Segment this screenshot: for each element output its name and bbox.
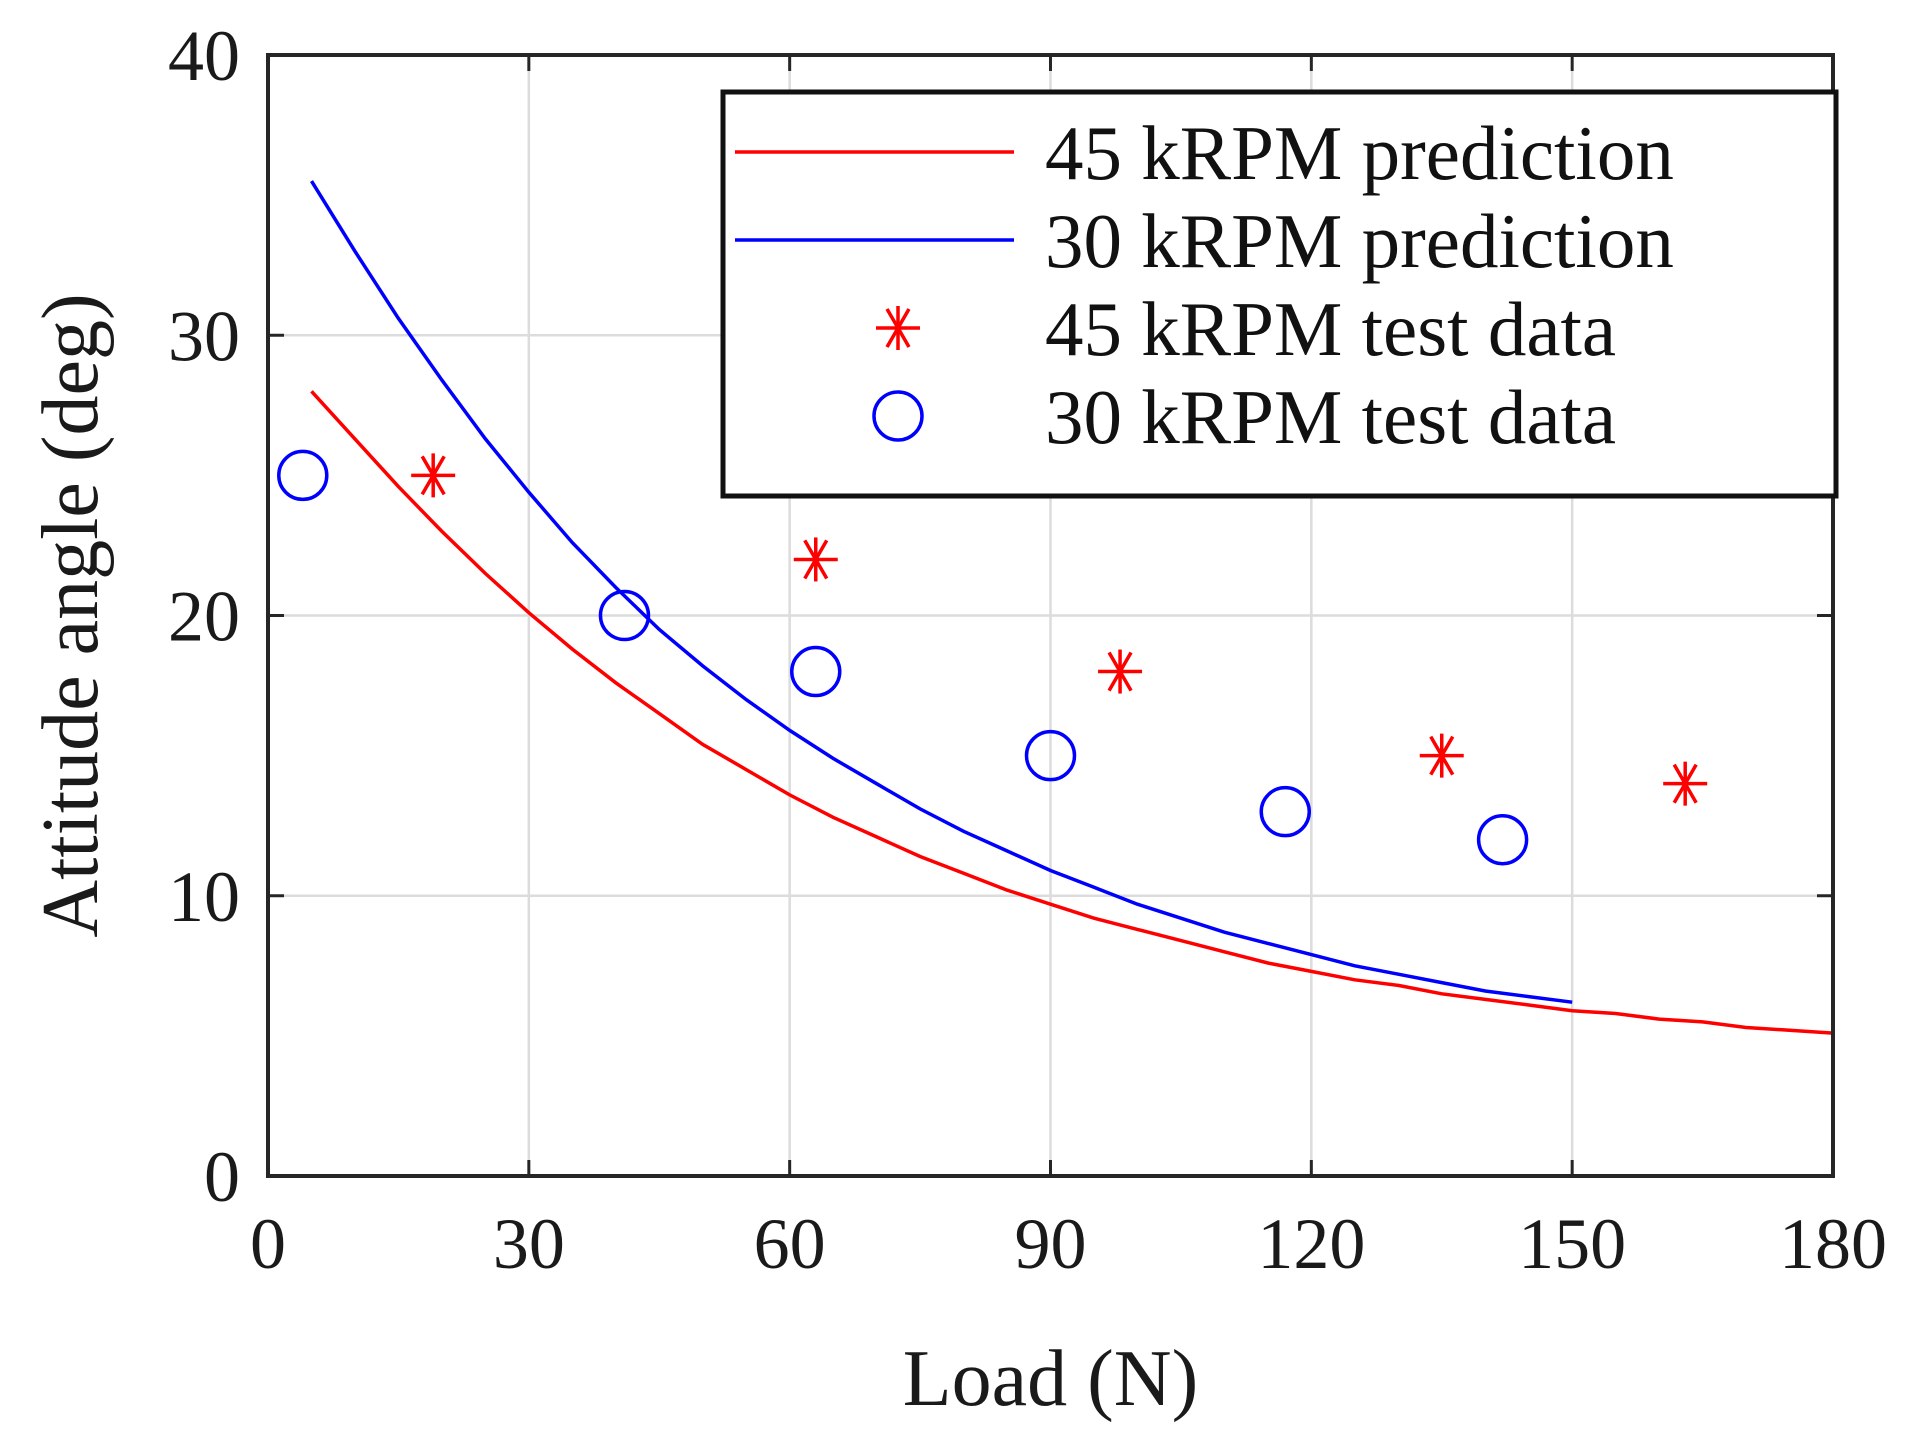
data-point-circle bbox=[598, 589, 651, 642]
legend-entry: 45 kRPM prediction bbox=[735, 110, 1674, 196]
x-tick-label: 60 bbox=[754, 1204, 826, 1284]
series-layer bbox=[277, 180, 1834, 1035]
y-tick-label: 30 bbox=[168, 296, 240, 376]
series-line bbox=[310, 180, 1573, 1004]
x-tick-label: 90 bbox=[1015, 1204, 1087, 1284]
y-tick-label: 20 bbox=[168, 577, 240, 657]
data-point-asterisk bbox=[1419, 733, 1464, 778]
legend-label: 30 kRPM prediction bbox=[1045, 198, 1674, 284]
data-point-asterisk bbox=[411, 453, 456, 498]
y-tick-label: 40 bbox=[168, 16, 240, 96]
x-tick-label: 150 bbox=[1518, 1204, 1626, 1284]
legend-entry: 30 kRPM prediction bbox=[735, 198, 1674, 284]
series-2 bbox=[411, 453, 1708, 806]
series-0 bbox=[310, 390, 1834, 1035]
series-1 bbox=[310, 180, 1573, 1004]
x-tick-label: 180 bbox=[1779, 1204, 1887, 1284]
data-point-circle bbox=[790, 645, 842, 698]
x-axis-title: Load (N) bbox=[903, 1335, 1198, 1423]
tick-labels: 0 30 60 90 120 150 180 0 10 20 30 40 bbox=[168, 16, 1887, 1284]
legend-label: 30 kRPM test data bbox=[1045, 374, 1616, 460]
legend-label: 45 kRPM test data bbox=[1045, 286, 1616, 372]
x-tick-label: 30 bbox=[493, 1204, 565, 1284]
data-point-circle bbox=[1259, 785, 1311, 838]
series-3 bbox=[277, 449, 1529, 866]
x-tick-label: 120 bbox=[1257, 1204, 1365, 1284]
legend-entry: 30 kRPM test data bbox=[872, 374, 1616, 460]
x-tick-label: 0 bbox=[250, 1204, 286, 1284]
y-tick-label: 0 bbox=[204, 1137, 240, 1217]
legend-circle-swatch bbox=[872, 390, 924, 442]
y-axis-title: Attitude angle (deg) bbox=[27, 293, 115, 937]
series-line bbox=[310, 390, 1834, 1035]
data-point-asterisk bbox=[1098, 649, 1143, 694]
legend-box bbox=[720, 89, 1839, 499]
data-point-asterisk bbox=[1663, 761, 1708, 806]
data-point-circle bbox=[277, 449, 329, 502]
data-point-asterisk bbox=[793, 537, 838, 582]
data-point-circle bbox=[1024, 729, 1077, 782]
data-point-circle bbox=[1476, 813, 1529, 866]
legend-label: 45 kRPM prediction bbox=[1045, 110, 1674, 196]
y-tick-label: 10 bbox=[168, 857, 240, 937]
legend-entry: 45 kRPM test data bbox=[876, 286, 1616, 372]
legend-asterisk-swatch bbox=[876, 306, 920, 350]
